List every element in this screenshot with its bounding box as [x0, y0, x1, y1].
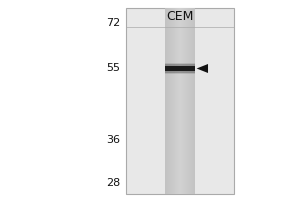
- Bar: [191, 8, 192, 194]
- Bar: [169, 8, 170, 194]
- Bar: [187, 8, 188, 194]
- Bar: [190, 8, 191, 194]
- Bar: [194, 8, 195, 194]
- Polygon shape: [196, 64, 208, 73]
- Bar: [188, 8, 189, 194]
- Bar: [189, 8, 190, 194]
- Bar: [177, 8, 178, 194]
- Bar: [167, 8, 168, 194]
- Bar: [165, 64, 195, 73]
- Bar: [182, 8, 183, 194]
- Bar: [185, 8, 186, 194]
- Bar: [172, 8, 173, 194]
- Bar: [168, 8, 169, 194]
- Text: CEM: CEM: [166, 10, 194, 23]
- Text: 28: 28: [106, 178, 120, 188]
- Text: 72: 72: [106, 18, 120, 28]
- Bar: [170, 8, 171, 194]
- Bar: [180, 8, 181, 194]
- Bar: [165, 66, 195, 71]
- Bar: [192, 8, 193, 194]
- Bar: [165, 8, 195, 194]
- Bar: [171, 8, 172, 194]
- Bar: [174, 8, 175, 194]
- Text: 36: 36: [106, 135, 120, 145]
- Bar: [193, 8, 194, 194]
- Bar: [181, 8, 182, 194]
- Bar: [173, 8, 174, 194]
- Bar: [186, 8, 187, 194]
- Bar: [184, 8, 185, 194]
- Bar: [126, 8, 234, 194]
- Bar: [179, 8, 180, 194]
- Bar: [176, 8, 177, 194]
- Bar: [183, 8, 184, 194]
- Bar: [165, 8, 166, 194]
- Text: 55: 55: [106, 63, 120, 73]
- Bar: [178, 8, 179, 194]
- Bar: [165, 63, 195, 74]
